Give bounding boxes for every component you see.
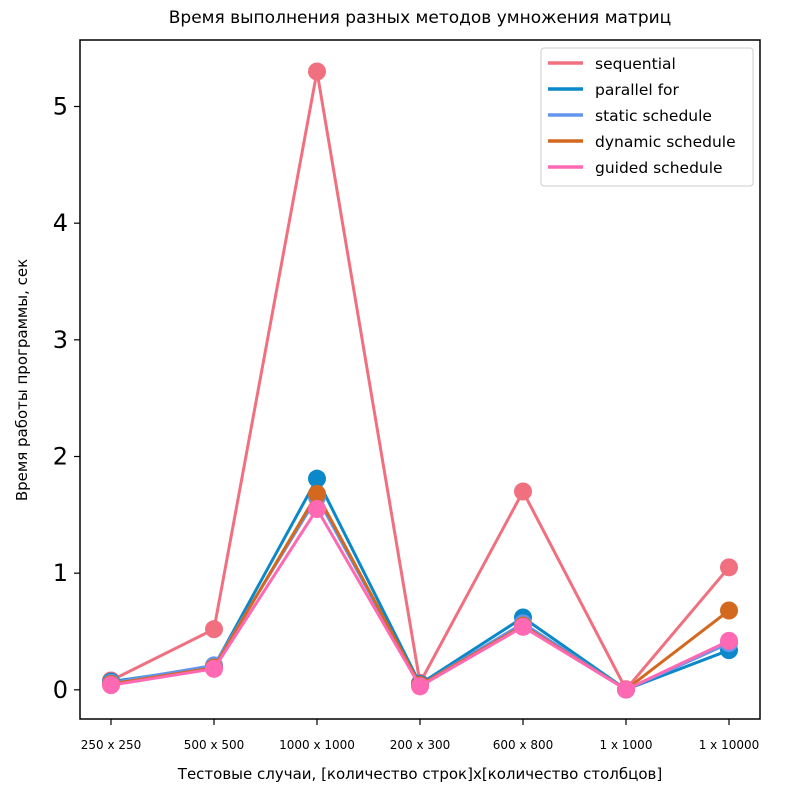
- series-line: [110, 477, 730, 691]
- y-tick-label: 1: [53, 559, 68, 587]
- y-tick-label: 2: [53, 443, 68, 471]
- data-point: [308, 62, 326, 81]
- x-tick-label: 250 x 250: [81, 738, 142, 752]
- series-parallel-for: [102, 469, 738, 699]
- data-point: [720, 631, 738, 650]
- legend-label: parallel for: [595, 81, 680, 99]
- x-axis-label: Тестовые случаи, [количество строк]x[кол…: [177, 765, 662, 783]
- series-line: [110, 492, 730, 691]
- series-guided-schedule: [102, 500, 738, 699]
- legend-label: sequential: [595, 55, 676, 73]
- data-point: [720, 558, 738, 577]
- y-tick-label: 3: [53, 326, 68, 354]
- data-point: [205, 659, 223, 678]
- data-point: [514, 482, 532, 501]
- x-tick-label: 200 x 300: [390, 738, 451, 752]
- y-tick-label: 5: [53, 93, 68, 121]
- data-point: [308, 469, 326, 488]
- y-axis-label: Время работы программы, сек: [13, 259, 31, 501]
- x-tick-label: 500 x 500: [184, 738, 245, 752]
- plot-area: [102, 62, 738, 699]
- series-line: [110, 495, 730, 692]
- data-point: [411, 677, 429, 696]
- y-tick-label: 4: [53, 209, 68, 237]
- legend-label: static schedule: [595, 107, 712, 125]
- legend-label: dynamic schedule: [595, 133, 736, 151]
- x-tick-label: 1 x 1000: [600, 738, 653, 752]
- series-static-schedule: [102, 488, 738, 699]
- legend: sequential parallel for static schedule dyn…: [540, 47, 754, 187]
- data-point: [308, 484, 326, 503]
- data-point: [102, 676, 120, 695]
- data-point: [205, 620, 223, 639]
- x-tick-label: 600 x 800: [493, 738, 554, 752]
- y-axis: 0 1 2 3 4 5: [53, 93, 80, 704]
- chart-title: Время выполнения разных методов умножени…: [169, 8, 672, 28]
- series-line: [110, 507, 730, 692]
- x-tick-label: 1000 x 1000: [279, 738, 355, 752]
- data-point: [617, 680, 635, 699]
- data-point: [308, 500, 326, 518]
- data-point: [514, 617, 532, 636]
- legend-label: guided schedule: [595, 159, 723, 177]
- legend-box: [540, 47, 754, 187]
- y-tick-label: 0: [53, 676, 68, 704]
- x-tick-label: 1 x 10000: [699, 738, 760, 752]
- series-dynamic-schedule: [102, 484, 738, 699]
- data-point: [720, 601, 738, 620]
- x-axis: 250 x 250 500 x 500 1000 x 1000 200 x 300 60…: [81, 719, 760, 752]
